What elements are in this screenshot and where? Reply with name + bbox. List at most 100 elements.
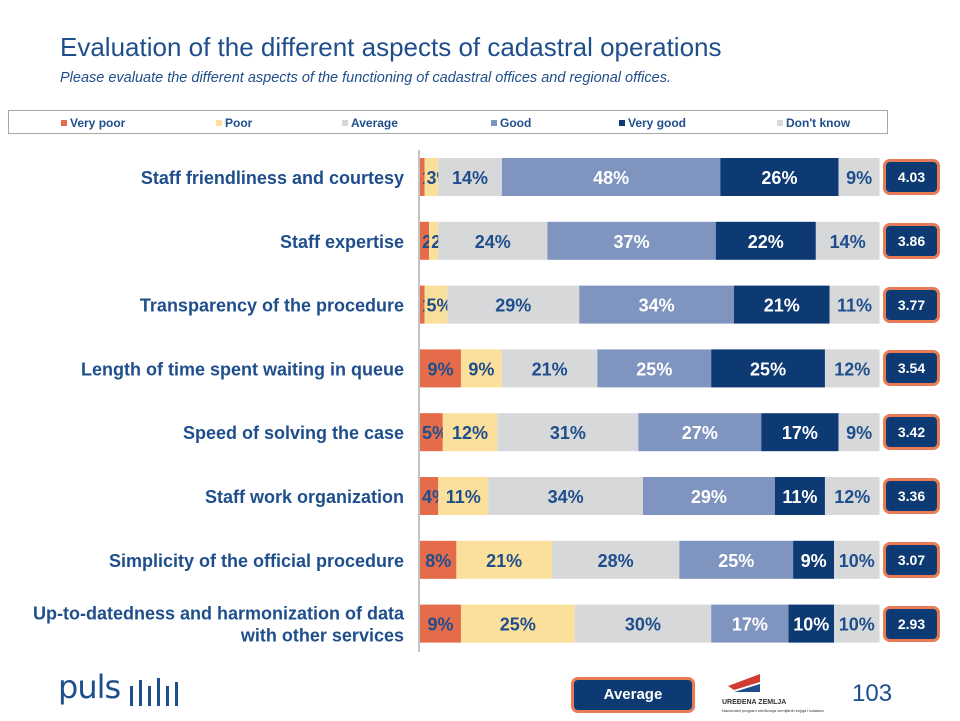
bar-segment: [761, 413, 839, 452]
bar-segment: [420, 158, 425, 196]
bar-segment: [711, 349, 825, 388]
bar-segment: [420, 413, 443, 452]
bar-value-label: 17%: [732, 615, 768, 635]
bar-value-label: 14%: [830, 232, 866, 252]
bar-segment: [834, 540, 880, 579]
bar-segment: [597, 349, 712, 388]
bar-segment: [420, 477, 439, 515]
legend-label: Poor: [225, 116, 253, 130]
bar-value-label: 8%: [425, 551, 451, 571]
uredena-zemlja-emblem: UREĐENA ZEMLJA Nacionalni program sređiv…: [722, 674, 824, 713]
category-label: Length of time spent waiting in queue: [81, 359, 404, 379]
bar-segment: [679, 540, 794, 579]
average-score-badge: 3.42: [883, 414, 940, 451]
bar-value-label: 5%: [422, 423, 448, 443]
bar-segment: [824, 349, 880, 388]
bar-value-label: 21%: [532, 359, 568, 379]
chart-legend: Very poor Poor Average Good Very good Don't k…: [8, 110, 888, 134]
bar-segment: [442, 413, 498, 452]
bar-value-label: 11%: [446, 487, 481, 507]
category-label: Transparency of the procedure: [140, 296, 404, 316]
legend-swatch: [491, 119, 497, 126]
bar-value-label: 17%: [782, 423, 818, 443]
bar-segment: [438, 221, 548, 260]
partner-logo-line2: Nacionalni program sređivanja zemljišnih…: [722, 708, 824, 713]
puls-logo-text: puls: [58, 668, 121, 706]
bar-segment: [497, 413, 639, 452]
legend-item: Very good: [619, 116, 686, 130]
bar-value-label: 14%: [452, 168, 488, 188]
bar-value-label: 10%: [839, 551, 875, 571]
bar-segment: [638, 413, 762, 452]
page-subtitle: Please evaluate the different aspects of…: [60, 70, 671, 86]
category-label: Staff work organization: [205, 487, 404, 507]
bar-value-label: 34%: [639, 296, 675, 316]
average-score-badge: 3.77: [883, 286, 940, 323]
bar-segment: [720, 158, 839, 196]
bar-segment: [429, 221, 439, 260]
category-label: Simplicity of the official procedure: [109, 551, 404, 571]
bar-value-label: 25%: [718, 551, 754, 571]
bar-segment: [815, 221, 880, 260]
category-label: Staff expertise: [280, 232, 404, 252]
bar-segment: [488, 477, 643, 515]
bar-segment: [547, 221, 716, 260]
bar-value-label: 5%: [427, 296, 453, 316]
legend-item: Poor: [216, 116, 252, 130]
legend-swatch: [619, 119, 625, 126]
bar-segment: [501, 349, 598, 388]
bar-segment: [420, 604, 461, 643]
bar-value-label: 26%: [761, 168, 797, 188]
bar-value-label: 29%: [495, 296, 531, 316]
bar-segment: [456, 540, 552, 579]
bar-value-label: 29%: [691, 487, 727, 507]
bar-value-label: 37%: [614, 232, 650, 252]
bar-segment: [501, 158, 721, 196]
category-label: Speed of solving the case: [183, 423, 404, 443]
legend-swatch: [216, 119, 222, 126]
bar-segment: [424, 285, 448, 324]
legend-label: Very good: [628, 116, 687, 130]
bar-value-label: 25%: [750, 359, 786, 379]
legend-swatch: [777, 119, 783, 126]
legend-label: Very poor: [70, 116, 126, 130]
average-score-badge: 2.93: [883, 605, 940, 642]
bar-value-label: 34%: [548, 487, 584, 507]
bar-value-label: 24%: [475, 232, 511, 252]
bar-value-label: 31%: [550, 423, 586, 443]
legend-swatch: [61, 119, 67, 126]
bar-value-label: 12%: [834, 359, 870, 379]
bar-value-label: 11%: [782, 487, 817, 507]
bar-value-label: 9%: [846, 168, 872, 188]
bar-value-label: 25%: [636, 359, 672, 379]
bar-segment: [460, 349, 502, 388]
average-score-badge: 3.54: [883, 350, 940, 387]
bar-segment: [788, 604, 835, 643]
bar-value-label: 27%: [682, 423, 718, 443]
bar-value-label: 22%: [748, 232, 784, 252]
bar-value-label: 10%: [793, 615, 829, 635]
bar-segment: [824, 477, 880, 515]
average-score-badge: 3.07: [883, 541, 940, 578]
bar-segment: [420, 349, 461, 388]
legend-label: Average: [351, 116, 398, 130]
bar-value-label: 9%: [427, 615, 453, 635]
bar-segment: [715, 221, 816, 260]
bar-value-label: 11%: [837, 296, 872, 316]
bar-value-label: 21%: [486, 551, 522, 571]
legend-item: Don't know: [777, 116, 850, 130]
bar-value-label: 21%: [764, 296, 800, 316]
bar-segment: [834, 604, 880, 643]
bar-value-label: 9%: [468, 359, 494, 379]
bar-segment: [793, 540, 835, 579]
puls-logo: puls: [58, 668, 188, 710]
bar-segment: [438, 477, 489, 515]
partner-logo-line1: UREĐENA ZEMLJA: [722, 699, 786, 706]
bar-segment: [551, 540, 680, 579]
bar-segment: [733, 285, 830, 324]
bar-segment: [829, 285, 880, 324]
category-label: with other services: [240, 626, 404, 646]
bar-value-label: 30%: [625, 615, 661, 635]
bar-segment: [838, 413, 880, 452]
